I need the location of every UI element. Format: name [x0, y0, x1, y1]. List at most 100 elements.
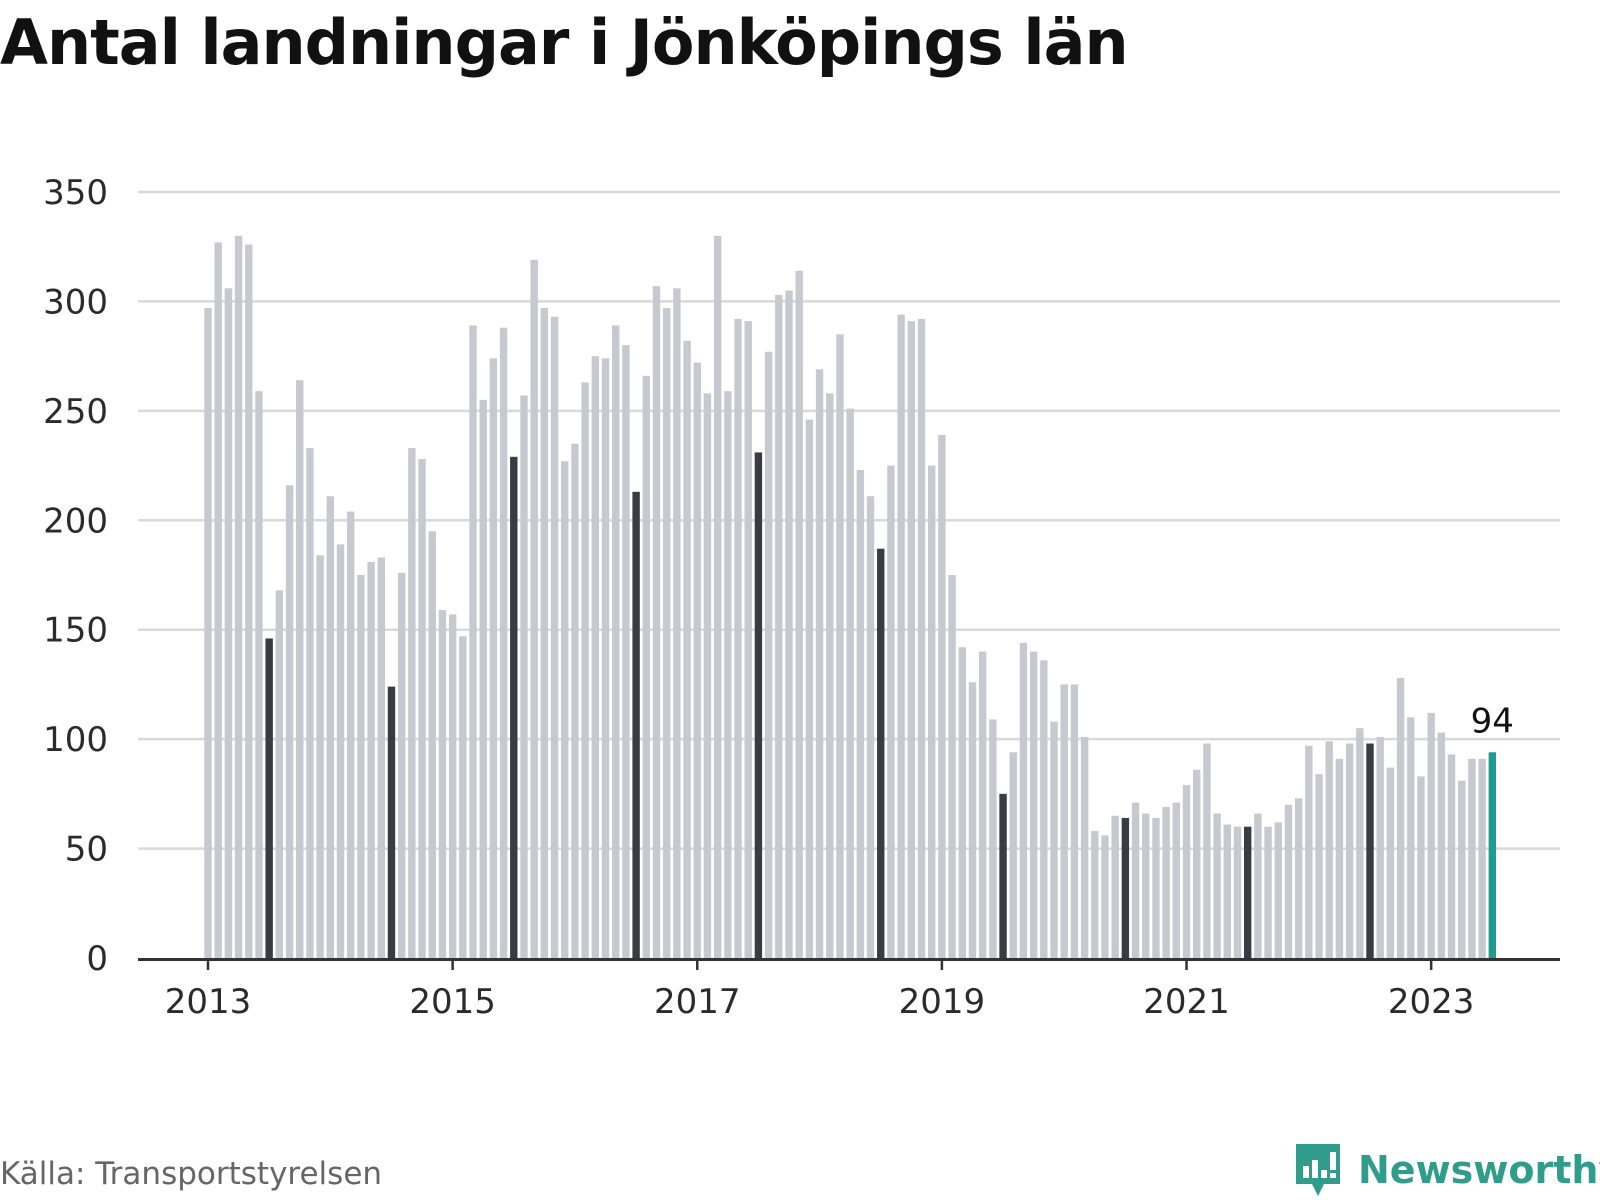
bar — [989, 719, 997, 958]
bar — [1468, 758, 1476, 958]
y-axis-ticks: 0 50 100 150 200 250 300 350 — [43, 173, 108, 979]
bar — [387, 686, 396, 958]
y-tick-label: 50 — [65, 830, 108, 870]
bar — [1294, 798, 1303, 958]
bar — [887, 465, 895, 958]
bar — [285, 485, 294, 958]
bar — [1264, 826, 1272, 958]
bar — [948, 575, 956, 958]
y-tick-label: 150 — [43, 611, 108, 651]
bar — [775, 294, 783, 958]
bar — [1478, 758, 1486, 958]
bar — [734, 318, 742, 958]
bar — [1396, 677, 1405, 958]
bar — [438, 610, 447, 958]
bar — [275, 590, 284, 958]
bar — [459, 636, 467, 958]
bar — [1070, 684, 1079, 958]
newsworthy-logo: Newsworthy — [1292, 1140, 1600, 1200]
bar — [540, 307, 549, 959]
bar — [836, 334, 844, 958]
bar — [1029, 651, 1038, 958]
x-tick-label: 2015 — [409, 982, 496, 1022]
bar — [204, 307, 212, 959]
bar — [1335, 758, 1344, 958]
bar — [1040, 660, 1048, 958]
bar — [632, 491, 640, 958]
bar — [296, 380, 304, 958]
bar — [357, 575, 365, 958]
bar — [612, 325, 620, 958]
x-tick-label: 2019 — [899, 982, 986, 1022]
bar — [642, 375, 650, 959]
bar — [1315, 774, 1323, 958]
bar — [469, 325, 477, 958]
bar — [805, 419, 814, 958]
y-tick-label: 0 — [86, 939, 108, 979]
x-tick-label: 2013 — [165, 982, 252, 1022]
bar — [1284, 804, 1293, 958]
bar — [1060, 684, 1068, 958]
bar — [713, 235, 722, 958]
bar — [1223, 824, 1231, 958]
bar — [693, 362, 701, 958]
bar — [764, 351, 773, 958]
bar — [1101, 835, 1109, 958]
bar — [683, 340, 691, 958]
bar — [1142, 813, 1150, 958]
bar — [1243, 826, 1252, 958]
bar — [530, 259, 538, 958]
y-tick-label: 350 — [43, 173, 108, 213]
bar — [234, 235, 243, 958]
bar — [428, 531, 436, 958]
bar — [1305, 745, 1313, 958]
bar — [856, 469, 865, 958]
bar — [1050, 721, 1058, 958]
bar — [1254, 813, 1262, 958]
x-axis-ticks: 2013 2015 2017 2019 2021 2023 — [165, 958, 1475, 1022]
bar — [1162, 806, 1170, 958]
bar — [408, 448, 416, 958]
bar — [958, 647, 966, 958]
bar — [347, 511, 355, 958]
bar — [499, 327, 508, 959]
bar — [245, 244, 253, 959]
bar — [744, 321, 752, 958]
bar — [917, 318, 926, 958]
bar — [336, 544, 345, 958]
bar — [550, 316, 559, 959]
bar — [1458, 780, 1466, 958]
bar — [724, 391, 732, 958]
bar — [1437, 732, 1446, 958]
bar — [622, 345, 630, 958]
x-tick-label: 2023 — [1388, 982, 1475, 1022]
bar — [1182, 785, 1191, 958]
bar — [1427, 712, 1435, 958]
bar — [978, 651, 987, 958]
bar — [520, 395, 528, 959]
bar — [1417, 776, 1425, 958]
bar — [662, 307, 671, 959]
bar — [846, 408, 854, 958]
bar — [1091, 831, 1099, 958]
bar — [316, 555, 324, 958]
bar — [1080, 736, 1089, 958]
logo-text: Newsworthy — [1358, 1148, 1600, 1192]
y-tick-label: 200 — [43, 501, 108, 541]
bar — [928, 465, 936, 958]
bar — [1447, 754, 1456, 958]
bar — [255, 391, 263, 958]
bar — [1203, 743, 1211, 958]
bar — [877, 548, 885, 958]
bar — [673, 288, 681, 959]
bar — [1366, 743, 1374, 958]
bar — [703, 393, 712, 958]
x-tick-label: 2021 — [1143, 982, 1230, 1022]
bar — [377, 557, 385, 958]
bar — [448, 614, 457, 958]
bar — [938, 434, 946, 959]
bar — [1009, 752, 1017, 958]
bar — [1152, 817, 1160, 958]
y-tick-label: 250 — [43, 392, 108, 432]
